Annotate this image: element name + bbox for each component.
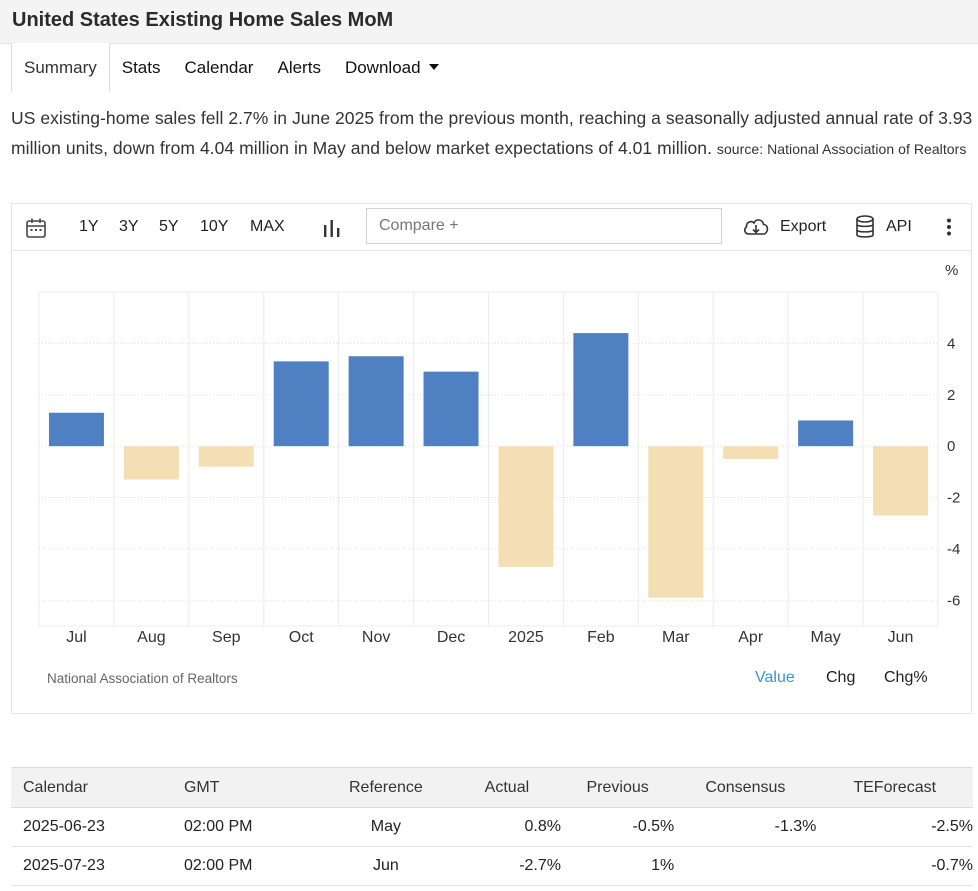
tab-bar: Summary Stats Calendar Alerts Download: [11, 43, 451, 92]
bar-dec: [423, 371, 479, 447]
tab-calendar[interactable]: Calendar: [184, 58, 254, 77]
view-chg-pct[interactable]: Chg%: [884, 669, 928, 686]
view-chg[interactable]: Chg: [826, 669, 856, 686]
more-options-icon[interactable]: [946, 218, 952, 241]
cell-actual: 0.8%: [452, 807, 561, 847]
cell-reference: May: [318, 807, 453, 847]
x-tick-label: Jul: [66, 629, 86, 646]
cell-actual: -2.7%: [452, 846, 561, 886]
col-gmt: GMT: [146, 767, 319, 808]
range-10y[interactable]: 10Y: [200, 218, 229, 235]
range-3y[interactable]: 3Y: [119, 218, 139, 235]
range-1y[interactable]: 1Y: [79, 218, 99, 235]
cell-gmt: 02:00 PM: [146, 846, 319, 886]
range-max[interactable]: MAX: [250, 218, 285, 235]
x-tick-label: Mar: [662, 629, 690, 646]
cell-teforecast: -2.5%: [816, 807, 973, 847]
title-bar: United States Existing Home Sales MoM: [0, 0, 978, 44]
bar-mar: [648, 446, 704, 598]
cell-teforecast: -0.7%: [816, 846, 973, 886]
x-tick-label: 2025: [508, 629, 544, 646]
x-tick-label: Aug: [137, 629, 165, 646]
bar-jun: [873, 446, 929, 516]
cloud-download-icon[interactable]: [742, 216, 770, 243]
bar-nov: [348, 356, 404, 447]
tab-download[interactable]: Download: [333, 43, 451, 92]
col-reference: Reference: [318, 767, 453, 808]
bar-oct: [273, 361, 329, 447]
col-calendar: Calendar: [11, 767, 147, 808]
database-icon[interactable]: [855, 215, 875, 244]
x-tick-label: Apr: [738, 629, 764, 646]
x-tick-label: Nov: [362, 629, 390, 646]
cell-previous: -0.5%: [560, 807, 675, 847]
tab-stats[interactable]: Stats: [121, 58, 161, 77]
bar-jul: [48, 412, 104, 447]
y-tick-label: -2: [947, 490, 960, 507]
x-tick-label: Feb: [587, 629, 615, 646]
y-tick-label: 2: [947, 387, 955, 404]
x-tick-label: Dec: [437, 629, 465, 646]
calendar-table: Calendar GMT Reference Actual Previous C…: [11, 767, 973, 886]
range-5y[interactable]: 5Y: [159, 218, 179, 235]
chart-type-icon[interactable]: [323, 219, 341, 242]
summary-text: US existing-home sales fell 2.7% in June…: [11, 108, 973, 158]
col-teforecast: TEForecast: [816, 767, 973, 808]
cell-gmt: 02:00 PM: [146, 807, 319, 847]
summary-source: source: National Association of Realtors: [716, 141, 967, 157]
y-tick-label: 4: [947, 335, 955, 352]
cell-date: 2025-06-23: [11, 807, 147, 847]
view-value[interactable]: Value: [755, 669, 795, 686]
cell-consensus: [674, 846, 817, 886]
bar-may: [798, 420, 854, 447]
y-axis-unit: %: [945, 262, 958, 279]
bar-2025: [498, 446, 554, 567]
chart-panel: 1Y 3Y 5Y 10Y MAX Export: [11, 203, 972, 714]
y-tick-label: 0: [947, 438, 955, 455]
cell-reference: Jun: [318, 846, 453, 886]
cell-consensus: -1.3%: [674, 807, 817, 847]
page-title: United States Existing Home Sales MoM: [12, 9, 394, 31]
calendar-header-row: Calendar GMT Reference Actual Previous C…: [11, 767, 973, 808]
export-button[interactable]: Export: [780, 218, 827, 235]
compare-input[interactable]: [366, 208, 722, 244]
bar-feb: [573, 333, 629, 447]
summary-paragraph: US existing-home sales fell 2.7% in June…: [11, 103, 976, 164]
table-row: 2025-06-23 02:00 PM May 0.8% -0.5% -1.3%…: [11, 807, 973, 847]
api-button[interactable]: API: [886, 218, 912, 235]
col-previous: Previous: [560, 767, 675, 808]
col-consensus: Consensus: [674, 767, 817, 808]
caret-down-icon: [428, 63, 439, 70]
bar-chart: 4 2 0 -2 -4 -6% Jul Aug Sep Oct Nov Dec 2025 Feb Mar Ap…: [38, 262, 960, 646]
table-row: 2025-07-23 02:00 PM Jun -2.7% 1% -0.7%: [11, 846, 973, 886]
calendar-icon[interactable]: [25, 217, 47, 244]
x-tick-label: Oct: [289, 629, 314, 646]
tab-alerts[interactable]: Alerts: [277, 58, 321, 77]
y-tick-label: -4: [947, 541, 960, 558]
col-actual: Actual: [452, 767, 561, 808]
tab-download-label: Download: [344, 58, 421, 77]
cell-date: 2025-07-23: [11, 846, 147, 886]
x-tick-label: May: [811, 629, 841, 646]
y-tick-label: -6: [947, 592, 960, 609]
chart-toolbar: 1Y 3Y 5Y 10Y MAX Export: [12, 204, 971, 251]
bar-apr: [723, 446, 779, 459]
cell-previous: 1%: [560, 846, 675, 886]
bar-sep: [198, 446, 254, 467]
chart-source: National Association of Realtors: [47, 671, 238, 686]
x-tick-label: Jun: [888, 629, 914, 646]
bar-aug: [123, 446, 179, 480]
tab-summary[interactable]: Summary: [11, 43, 110, 92]
x-tick-label: Sep: [212, 629, 241, 646]
